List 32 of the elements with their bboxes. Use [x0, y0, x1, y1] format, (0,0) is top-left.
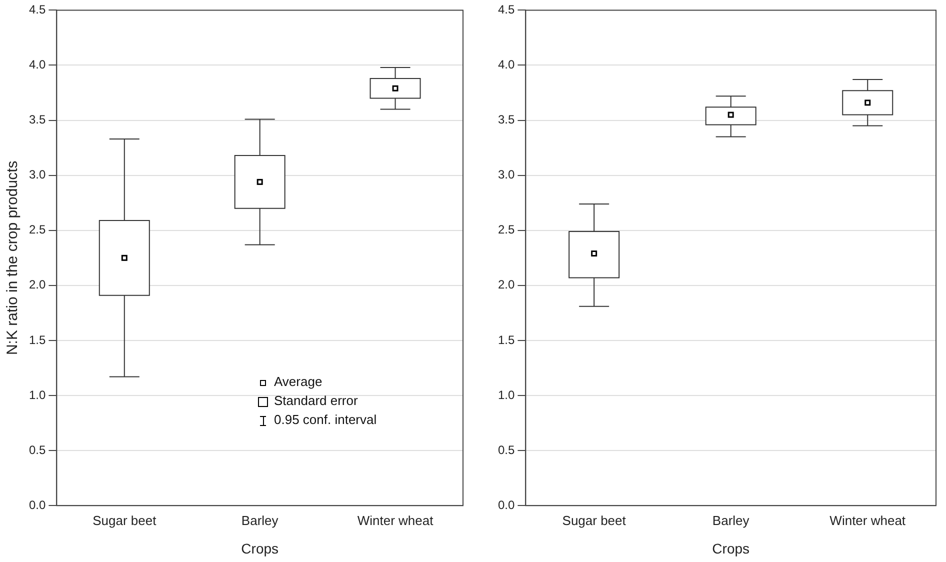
y-tick-label: 4.0 — [498, 58, 515, 72]
annotation: 0.95 conf. interval — [274, 412, 377, 427]
y-tick-label: 0.0 — [28, 498, 46, 512]
y-tick-label: 4.5 — [498, 2, 515, 17]
y-tick-label: 1.5 — [28, 332, 46, 347]
y-tick-label: 2.5 — [28, 222, 46, 237]
y-tick-label: 1.0 — [498, 388, 515, 402]
x-tick-label: Barley — [712, 512, 750, 528]
y-tick-label: 3.5 — [498, 112, 515, 127]
y-tick-label: 4.0 — [28, 58, 46, 72]
x-tick-label: Winter wheat — [357, 512, 434, 528]
y-tick-label: 1.5 — [498, 332, 515, 347]
x-tick-label: Sugar beet — [92, 512, 157, 528]
y-tick-label: 3.0 — [498, 168, 515, 182]
x-tick-label: Barley — [241, 512, 279, 528]
y-tick-label: 0.5 — [498, 442, 515, 457]
annotation: Average — [274, 374, 322, 389]
y-tick-label: 2.0 — [498, 278, 515, 292]
annotation: Standard error — [274, 393, 358, 408]
y-axis-title: N:K ratio in the crop products — [4, 160, 22, 356]
y-tick-label: 0.5 — [28, 442, 46, 457]
y-tick-label: 3.0 — [28, 168, 46, 182]
y-tick-label: 2.0 — [28, 278, 46, 292]
x-axis-title: Crops — [712, 540, 750, 556]
x-tick-label: Winter wheat — [830, 512, 906, 528]
y-tick-label: 0.0 — [498, 498, 515, 512]
y-tick-label: 1.0 — [28, 388, 46, 402]
y-tick-label: 2.5 — [498, 222, 515, 237]
x-tick-label: Sugar beet — [562, 512, 626, 528]
x-axis-title: Crops — [241, 540, 279, 556]
y-tick-label: 4.5 — [28, 2, 46, 17]
y-tick-label: 3.5 — [28, 112, 46, 127]
